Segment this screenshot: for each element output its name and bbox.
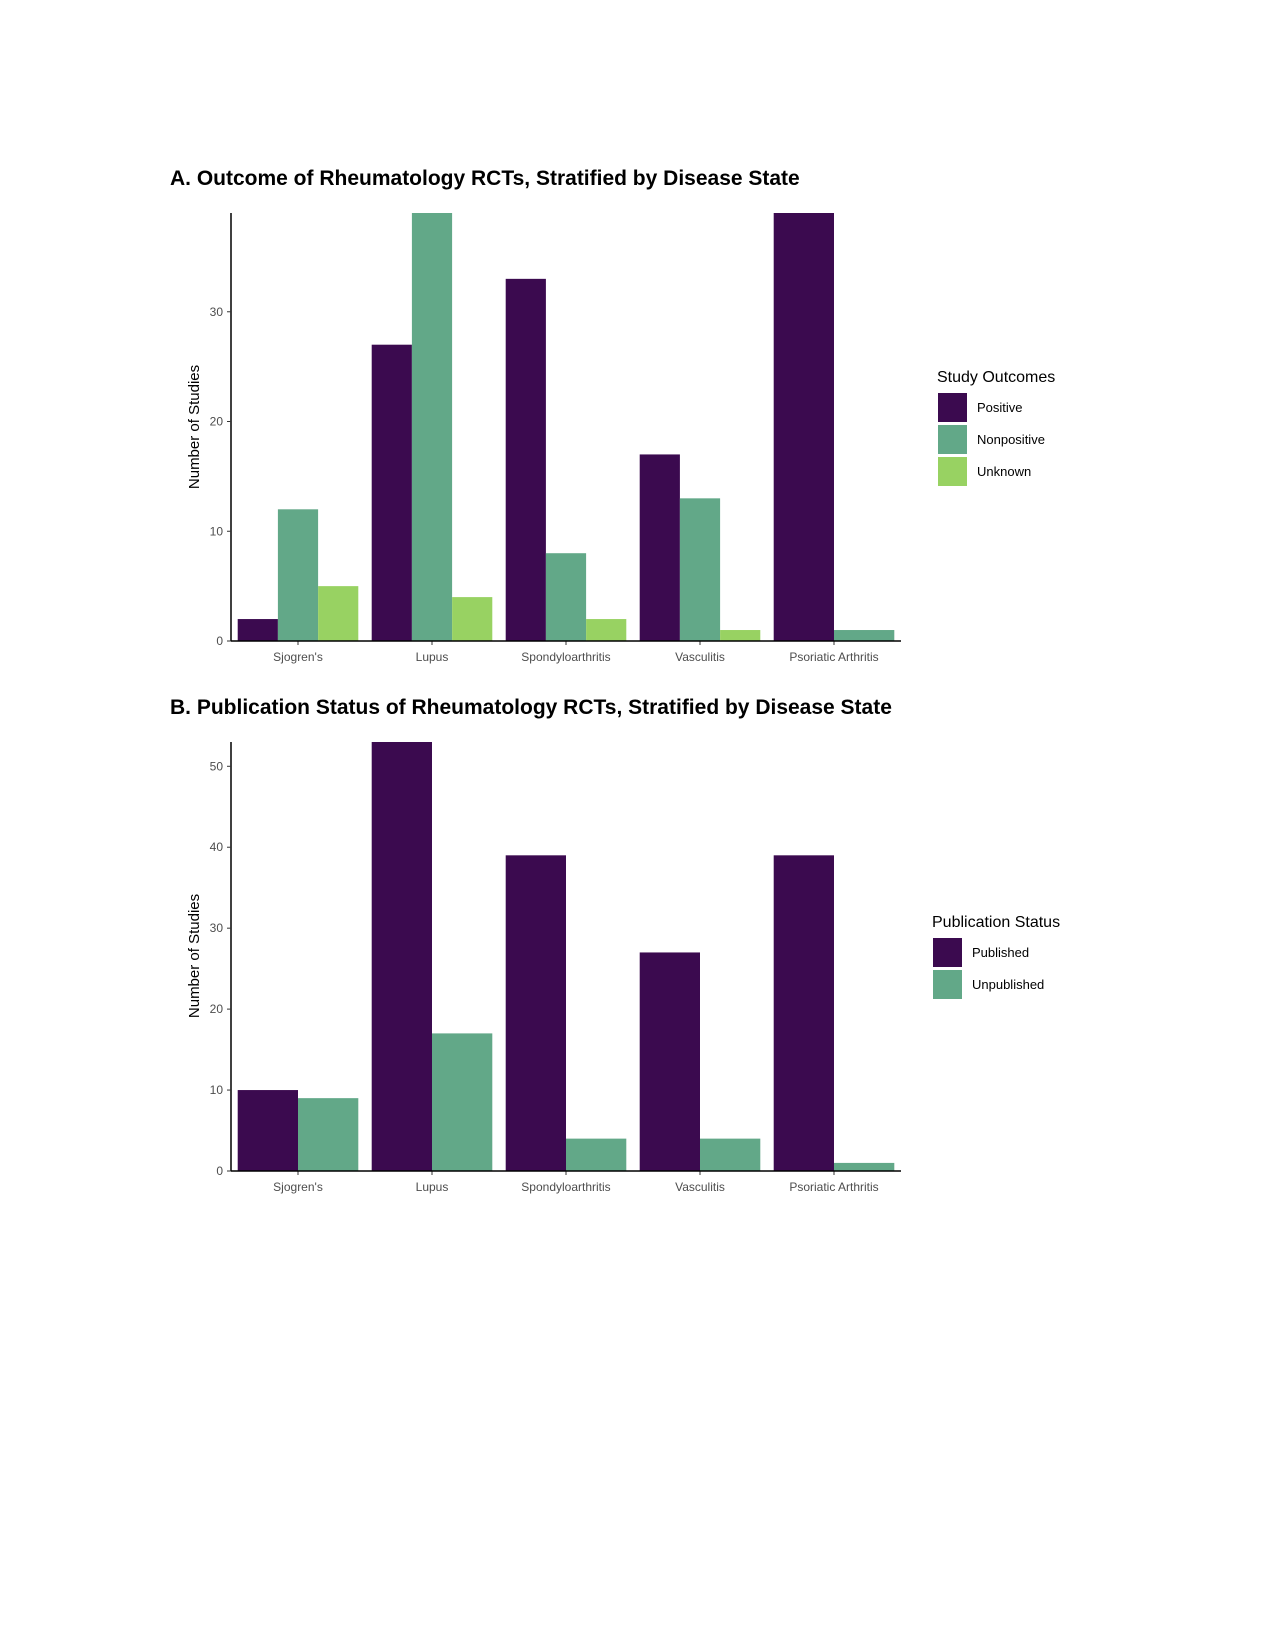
legend-label: Unknown	[977, 464, 1031, 479]
bar-vasculitis-unpublished	[700, 1138, 761, 1171]
legend-label: Published	[972, 945, 1029, 960]
x-tick-label: Lupus	[416, 650, 449, 664]
y-tick-label: 0	[216, 1164, 223, 1178]
legend-label: Unpublished	[972, 977, 1044, 992]
y-tick-label: 30	[210, 921, 224, 935]
chart-panel-b: B. Publication Status of Rheumatology RC…	[170, 696, 1060, 1194]
legend-title: Study Outcomes	[937, 369, 1055, 386]
bar-vasculitis-positive	[639, 454, 680, 641]
bar-lupus-nonpositive	[411, 213, 453, 641]
x-tick-label: Spondyloarthritis	[521, 1180, 610, 1194]
x-tick-label: Psoriatic Arthritis	[789, 1180, 878, 1194]
legend: Study Outcomes Positive Nonpositive Unknown	[937, 369, 1055, 486]
legend-swatch-positive	[938, 393, 967, 422]
x-tick-label: Psoriatic Arthritis	[789, 650, 878, 664]
bar-psoriatic-arthritis-positive	[773, 213, 834, 641]
y-axis-label: Number of Studies	[186, 894, 203, 1018]
bar-vasculitis-unknown	[720, 630, 761, 641]
bar-lupus-positive	[371, 344, 412, 641]
legend-swatch-nonpositive	[938, 425, 967, 454]
y-axis-label: Number of Studies	[186, 365, 203, 489]
bar-sjogren-s-unknown	[318, 586, 359, 641]
legend-swatch-published	[933, 938, 962, 967]
bar-lupus-unknown	[452, 597, 493, 641]
bar-sjogren-s-published	[237, 1090, 298, 1171]
bar-spondyloarthritis-nonpositive	[545, 553, 587, 641]
legend-title: Publication Status	[932, 914, 1060, 931]
bar-vasculitis-nonpositive	[679, 498, 721, 641]
y-tick-label: 10	[210, 524, 224, 538]
x-tick-label: Vasculitis	[675, 650, 725, 664]
x-tick-label: Sjogren's	[273, 1180, 323, 1194]
legend: Publication Status Published Unpublished	[932, 914, 1060, 999]
bar-spondyloarthritis-unknown	[586, 619, 627, 641]
y-tick-label: 40	[210, 840, 224, 854]
bar-lupus-published	[371, 742, 432, 1171]
bar-spondyloarthritis-positive	[505, 278, 546, 641]
y-tick-label: 20	[210, 1002, 224, 1016]
y-tick-label: 30	[210, 305, 224, 319]
bar-sjogren-s-unpublished	[298, 1098, 359, 1171]
y-tick-label: 50	[210, 759, 224, 773]
y-tick-label: 10	[210, 1083, 224, 1097]
y-tick-label: 0	[216, 634, 223, 648]
chart-title: A. Outcome of Rheumatology RCTs, Stratif…	[170, 167, 800, 190]
x-tick-label: Lupus	[416, 1180, 449, 1194]
bar-lupus-unpublished	[432, 1033, 493, 1171]
bar-psoriatic-arthritis-unpublished	[834, 1162, 895, 1171]
bar-psoriatic-arthritis-nonpositive	[834, 630, 895, 641]
x-tick-label: Sjogren's	[273, 650, 323, 664]
y-tick-label: 20	[210, 415, 224, 429]
bar-spondyloarthritis-unpublished	[566, 1138, 627, 1171]
chart-title: B. Publication Status of Rheumatology RC…	[170, 696, 892, 719]
bar-sjogren-s-positive	[237, 619, 278, 641]
legend-swatch-unknown	[938, 457, 967, 486]
legend-label: Nonpositive	[977, 432, 1045, 447]
x-tick-label: Vasculitis	[675, 1180, 725, 1194]
legend-swatch-unpublished	[933, 970, 962, 999]
bar-psoriatic-arthritis-published	[773, 855, 834, 1171]
legend-label: Positive	[977, 400, 1023, 415]
bar-sjogren-s-nonpositive	[277, 509, 319, 641]
bar-spondyloarthritis-published	[505, 855, 566, 1171]
chart-panel-a: A. Outcome of Rheumatology RCTs, Stratif…	[170, 167, 1055, 664]
bar-vasculitis-published	[639, 952, 700, 1171]
x-tick-label: Spondyloarthritis	[521, 650, 610, 664]
